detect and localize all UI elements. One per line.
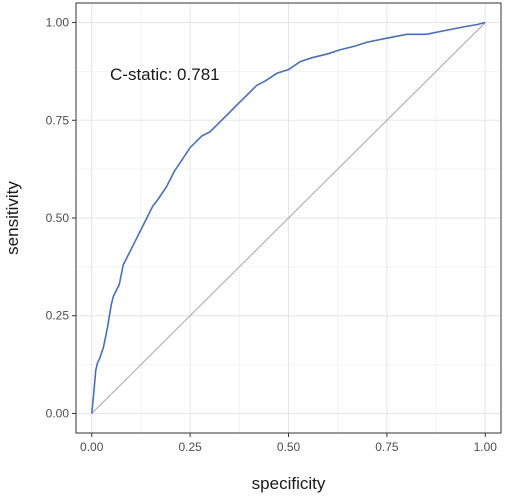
- reference-diagonal-line: [91, 22, 486, 414]
- y-tick-label: 0.00: [46, 406, 70, 420]
- y-tick-label: 0.50: [46, 211, 70, 225]
- x-tick-label: 0.00: [80, 440, 104, 454]
- x-axis-title: specificity: [252, 474, 326, 493]
- grid-lines: [76, 3, 501, 433]
- x-axis-ticks: 0.00 0.25 0.50 0.75 1.00: [80, 433, 497, 454]
- y-tick-label: 0.75: [46, 113, 70, 127]
- x-tick-label: 0.50: [277, 440, 301, 454]
- y-axis-title: sensitivity: [3, 181, 22, 255]
- y-axis-ticks: 0.00 0.25 0.50 0.75 1.00: [46, 16, 76, 420]
- roc-curve-line: [90, 21, 486, 414]
- x-tick-label: 0.25: [178, 440, 202, 454]
- y-tick-label: 0.25: [46, 309, 70, 323]
- c-statistic-annotation: C-static: 0.781: [110, 65, 220, 84]
- y-tick-label: 1.00: [46, 16, 70, 30]
- x-tick-label: 1.00: [474, 440, 498, 454]
- x-tick-label: 0.75: [375, 440, 399, 454]
